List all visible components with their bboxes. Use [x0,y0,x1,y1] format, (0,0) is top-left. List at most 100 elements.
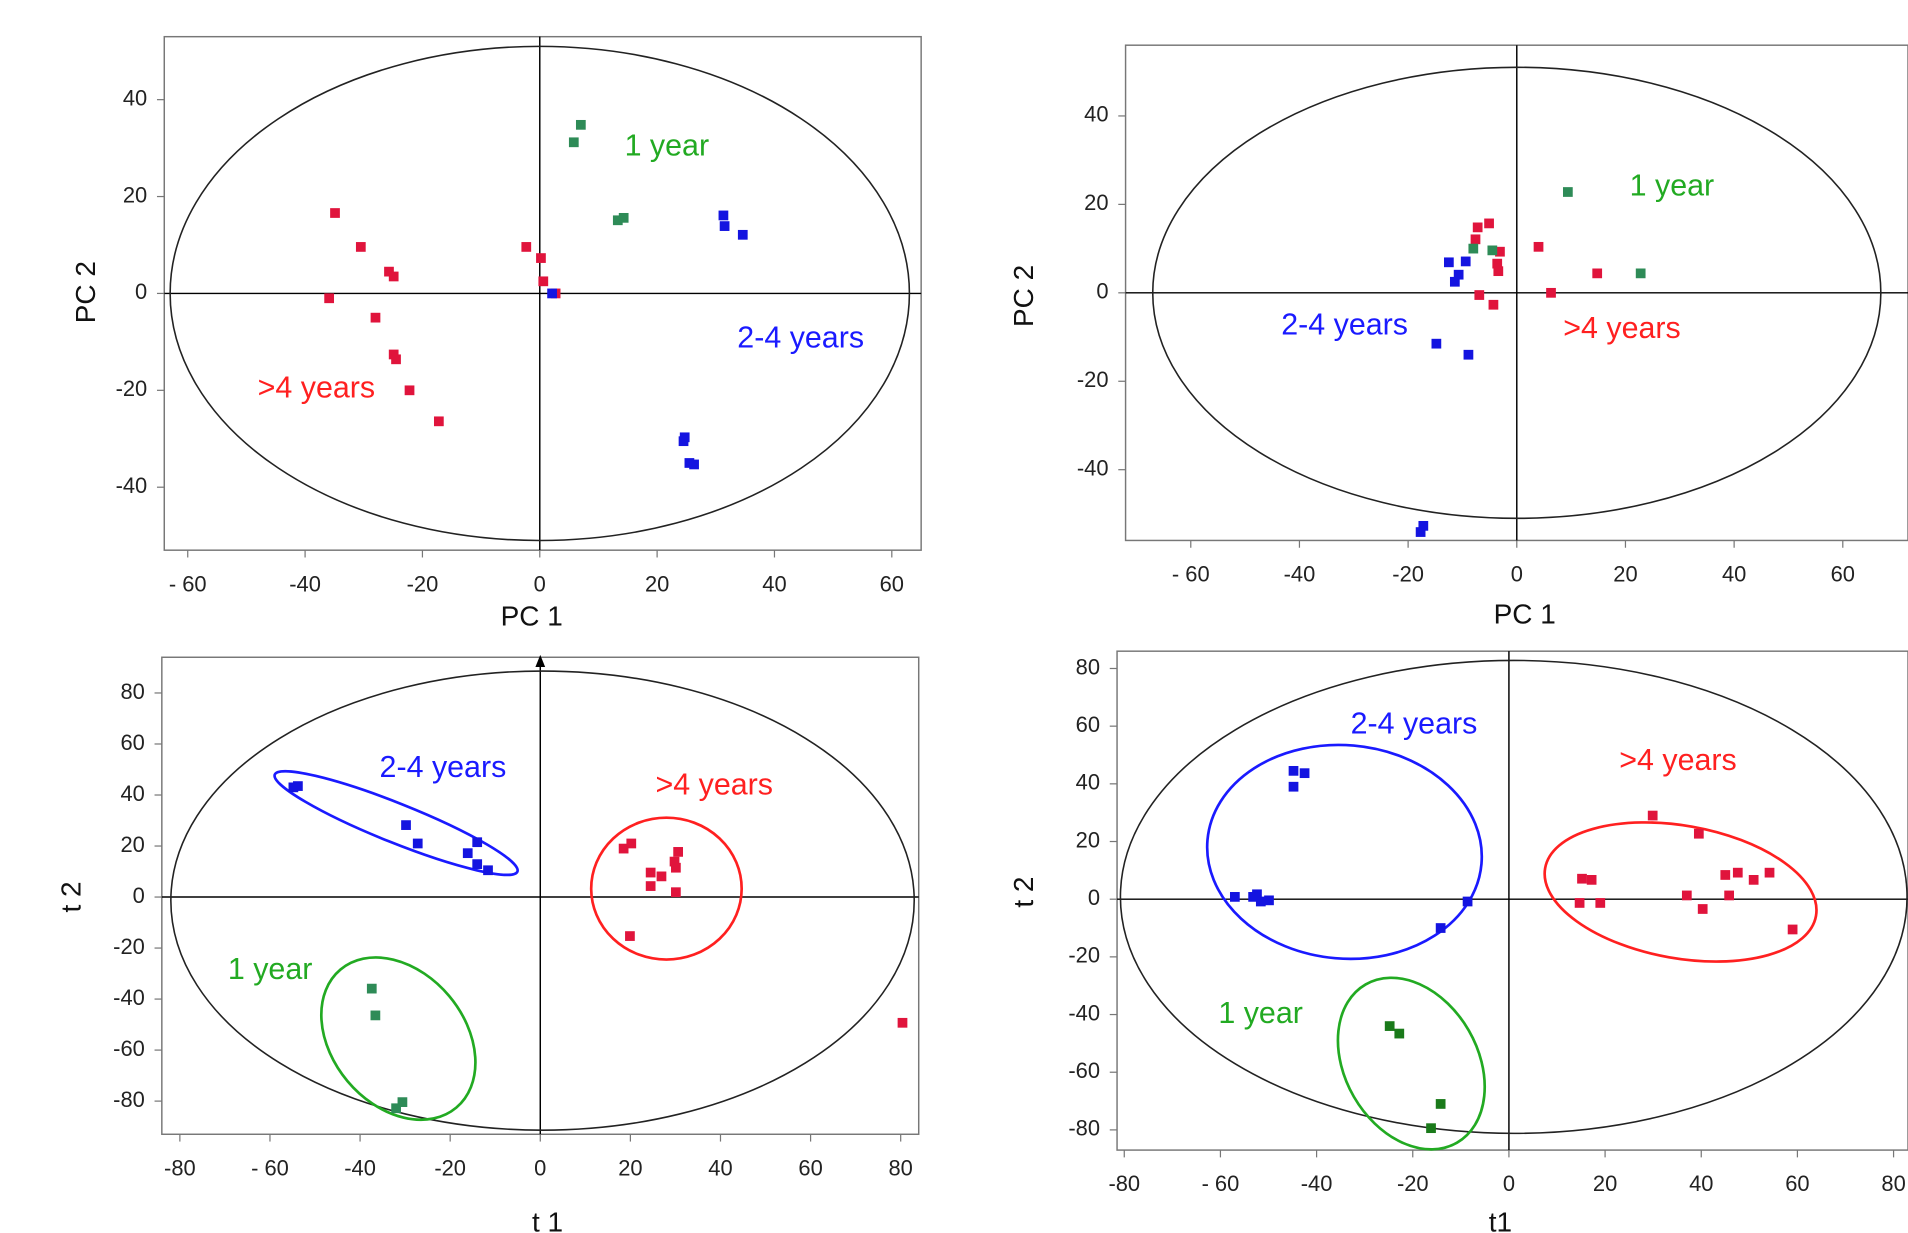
point [1748,875,1759,885]
point [483,865,493,876]
point [324,293,335,304]
point [1384,1021,1395,1031]
point [547,288,557,299]
point [1493,266,1504,277]
x-tick-label: 20 [1613,562,1637,587]
y-tick-label: -40 [113,985,145,1010]
point [370,1010,381,1021]
x-tick-label: - 60 [251,1155,289,1180]
point [669,856,680,867]
point [1229,892,1240,902]
point [536,253,546,263]
group-label: 2-4 years [380,750,507,784]
group-label: >4 years [656,767,773,801]
point [626,838,637,849]
x-tick-label: 80 [889,1155,913,1180]
x-tick-label: 60 [1785,1171,1809,1196]
point [625,931,635,941]
confidence-ellipse [319,956,477,1122]
group-label: 2-4 years [1281,307,1408,341]
x-tick-label: -80 [164,1155,196,1180]
point [1693,828,1704,839]
x-tick-label: -40 [1301,1171,1333,1196]
x-tick-label: 0 [534,1155,546,1180]
point [1495,246,1505,257]
plot-frame [1116,650,1908,1151]
x-tick-label: - 60 [1202,1171,1240,1196]
point [1732,867,1743,878]
y-axis-label: t 2 [55,881,86,912]
confidence-ellipse [170,670,915,1131]
point [391,1103,401,1114]
x-tick-label: -20 [407,571,439,596]
point [330,208,340,218]
point [1697,904,1708,914]
point [1484,218,1494,229]
point [673,847,684,857]
point [1635,268,1646,279]
point [1449,276,1460,287]
point [1681,890,1692,901]
confidence-ellipse [1543,821,1818,963]
point [737,229,748,240]
y-tick-label: -80 [113,1087,145,1112]
point [1472,222,1483,233]
y-tick-label: -60 [1068,1058,1100,1083]
y-tick-label: 0 [135,279,147,304]
point [718,210,729,221]
point [1468,243,1479,254]
point [472,837,483,848]
confidence-ellipse [1151,66,1882,520]
y-axis-label: t 2 [1008,877,1039,908]
x-tick-label: 60 [798,1155,822,1180]
x-tick-label: - 60 [169,571,207,596]
y-tick-label: -40 [116,473,148,498]
y-tick-label: 60 [1076,712,1100,737]
y-axis-label: PC 2 [70,261,101,323]
y-tick-label: -20 [116,376,148,401]
confidence-ellipse [589,816,743,961]
point [1453,269,1464,280]
x-tick-label: 80 [1881,1171,1905,1196]
point [1764,867,1775,878]
x-tick-label: -80 [1108,1171,1140,1196]
point [1647,810,1658,821]
point [1463,349,1474,360]
x-tick-label: -20 [1397,1171,1429,1196]
point [1533,241,1544,252]
point [401,820,411,830]
point [1460,256,1471,267]
y-tick-label: 0 [1088,885,1100,910]
point [1462,896,1473,907]
y-tick-label: 0 [133,883,145,908]
point [1394,1028,1405,1039]
x-tick-label: 20 [618,1155,642,1180]
y-tick-label: -60 [113,1036,145,1061]
point [1546,287,1556,298]
point [355,242,366,252]
y-tick-label: 60 [120,730,144,755]
point [618,843,629,854]
y-tick-label: 40 [123,85,147,110]
group-label: 2-4 years [1351,706,1478,740]
point [1415,527,1426,537]
x-tick-label: 40 [708,1155,732,1180]
group-label: 1 year [1630,169,1715,203]
point [689,459,699,470]
point [1487,245,1498,256]
confidence-ellipse [1336,976,1487,1151]
point [671,862,681,873]
point [1595,898,1606,908]
x-axis-label: PC 1 [501,601,563,632]
x-tick-label: 40 [1689,1171,1713,1196]
point [568,137,579,148]
group-label: 1 year [1218,996,1303,1030]
group-label: >4 years [258,371,375,405]
x-axis-label: t1 [1489,1207,1512,1233]
y-tick-label: -80 [1068,1116,1100,1141]
point [1444,257,1454,268]
point [612,215,623,226]
point [671,887,681,898]
y-tick-label: 40 [1084,102,1108,127]
point [370,312,381,323]
